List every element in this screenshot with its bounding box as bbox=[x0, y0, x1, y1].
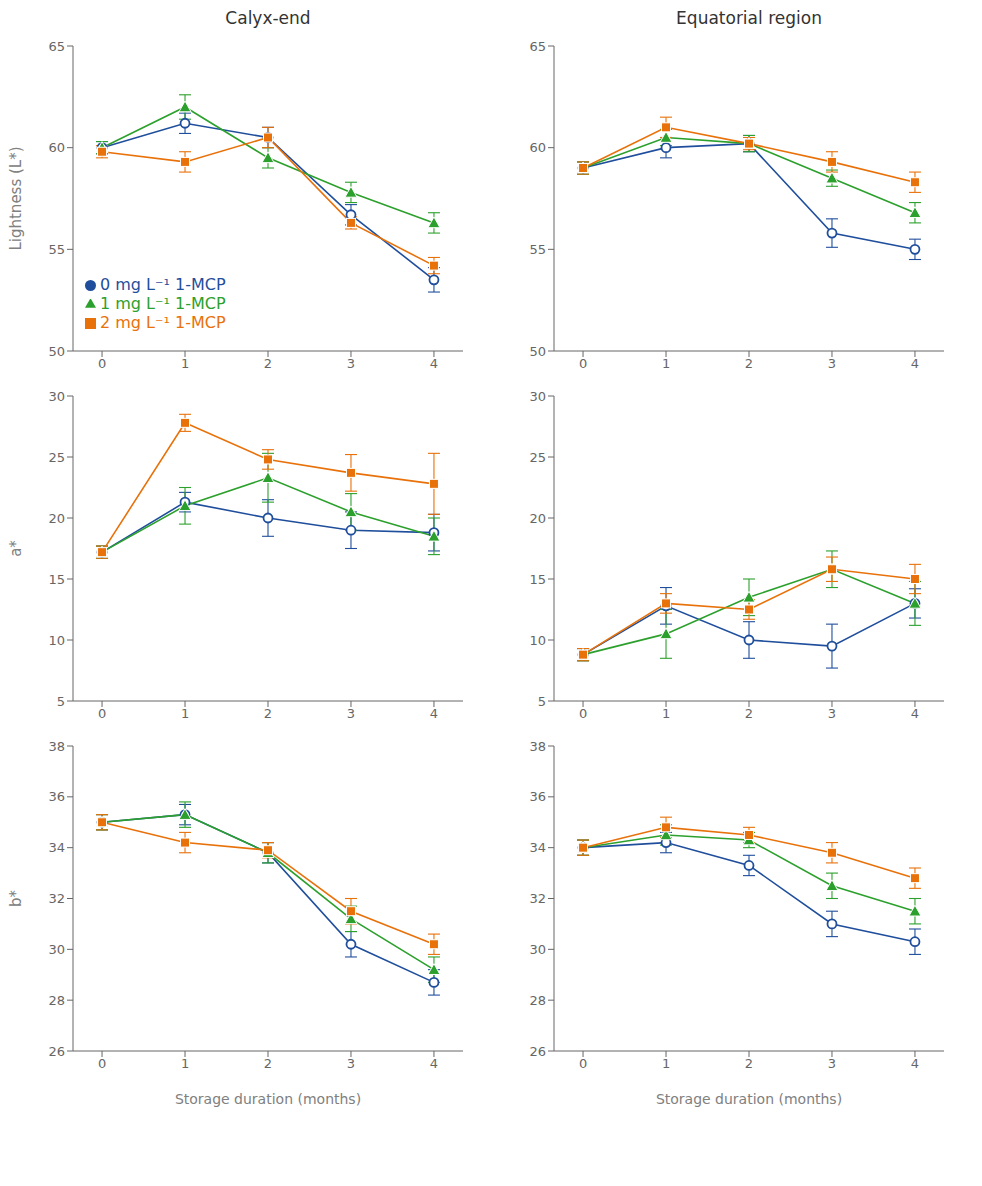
svg-text:34: 34 bbox=[529, 840, 546, 855]
svg-text:a*: a* bbox=[8, 540, 25, 557]
svg-text:4: 4 bbox=[430, 1056, 438, 1071]
svg-text:25: 25 bbox=[529, 450, 546, 465]
svg-text:30: 30 bbox=[529, 942, 546, 957]
html-text:2 mg L⁻¹ 1-MCP: 2 mg L⁻¹ 1-MCP bbox=[100, 313, 226, 332]
svg-text:15: 15 bbox=[48, 572, 65, 587]
svg-text:26: 26 bbox=[529, 1044, 546, 1059]
svg-text:2: 2 bbox=[745, 706, 753, 721]
svg-text:60: 60 bbox=[529, 140, 546, 155]
svg-text:1: 1 bbox=[662, 1056, 670, 1071]
html-text:0 mg L⁻¹ 1-MCP: 0 mg L⁻¹ 1-MCP bbox=[100, 275, 226, 294]
svg-text:15: 15 bbox=[529, 572, 546, 587]
svg-text:4: 4 bbox=[911, 1056, 919, 1071]
svg-text:60: 60 bbox=[48, 140, 65, 155]
svg-text:38: 38 bbox=[48, 739, 65, 754]
svg-text:20: 20 bbox=[48, 511, 65, 526]
svg-text:55: 55 bbox=[48, 242, 65, 257]
svg-text:3: 3 bbox=[347, 706, 355, 721]
svg-text:1: 1 bbox=[181, 706, 189, 721]
svg-text:b*: b* bbox=[8, 889, 25, 907]
svg-text:55: 55 bbox=[529, 242, 546, 257]
html-text:Calyx-end: Calyx-end bbox=[225, 8, 311, 28]
svg-text:1: 1 bbox=[181, 1056, 189, 1071]
svg-text:0: 0 bbox=[98, 356, 106, 371]
svg-text:1: 1 bbox=[181, 356, 189, 371]
svg-text:65: 65 bbox=[529, 39, 546, 54]
svg-text:28: 28 bbox=[48, 993, 65, 1008]
svg-text:20: 20 bbox=[529, 511, 546, 526]
svg-text:3: 3 bbox=[347, 356, 355, 371]
svg-text:0: 0 bbox=[579, 356, 587, 371]
svg-text:3: 3 bbox=[828, 706, 836, 721]
svg-text:10: 10 bbox=[48, 633, 65, 648]
svg-text:36: 36 bbox=[529, 789, 546, 804]
svg-text:5: 5 bbox=[57, 694, 65, 709]
svg-text:2: 2 bbox=[745, 356, 753, 371]
svg-text:25: 25 bbox=[48, 450, 65, 465]
svg-text:4: 4 bbox=[911, 706, 919, 721]
svg-text:65: 65 bbox=[48, 39, 65, 54]
svg-text:38: 38 bbox=[529, 739, 546, 754]
svg-text:30: 30 bbox=[529, 389, 546, 404]
svg-text:Storage duration (months): Storage duration (months) bbox=[656, 1091, 842, 1107]
svg-text:3: 3 bbox=[828, 1056, 836, 1071]
svg-text:26: 26 bbox=[48, 1044, 65, 1059]
svg-text:10: 10 bbox=[529, 633, 546, 648]
svg-text:2: 2 bbox=[745, 1056, 753, 1071]
svg-text:0: 0 bbox=[98, 706, 106, 721]
svg-text:4: 4 bbox=[911, 356, 919, 371]
svg-text:28: 28 bbox=[529, 993, 546, 1008]
html-text:1 mg L⁻¹ 1-MCP: 1 mg L⁻¹ 1-MCP bbox=[100, 294, 226, 313]
svg-text:Storage duration (months): Storage duration (months) bbox=[175, 1091, 361, 1107]
svg-text:0: 0 bbox=[98, 1056, 106, 1071]
svg-text:3: 3 bbox=[347, 1056, 355, 1071]
svg-text:Lightness (L*): Lightness (L*) bbox=[8, 146, 25, 250]
svg-text:32: 32 bbox=[48, 891, 65, 906]
svg-text:30: 30 bbox=[48, 942, 65, 957]
svg-text:36: 36 bbox=[48, 789, 65, 804]
svg-text:4: 4 bbox=[430, 356, 438, 371]
svg-text:30: 30 bbox=[48, 389, 65, 404]
svg-text:2: 2 bbox=[264, 356, 272, 371]
svg-text:2: 2 bbox=[264, 706, 272, 721]
svg-text:50: 50 bbox=[529, 344, 546, 359]
svg-text:32: 32 bbox=[529, 891, 546, 906]
html-text:Equatorial region: Equatorial region bbox=[676, 8, 822, 28]
svg-text:0: 0 bbox=[579, 706, 587, 721]
svg-text:4: 4 bbox=[430, 706, 438, 721]
svg-text:50: 50 bbox=[48, 344, 65, 359]
svg-text:34: 34 bbox=[48, 840, 65, 855]
svg-text:5: 5 bbox=[538, 694, 546, 709]
svg-text:3: 3 bbox=[828, 356, 836, 371]
svg-text:0: 0 bbox=[579, 1056, 587, 1071]
svg-text:2: 2 bbox=[264, 1056, 272, 1071]
svg-text:1: 1 bbox=[662, 356, 670, 371]
svg-text:1: 1 bbox=[662, 706, 670, 721]
